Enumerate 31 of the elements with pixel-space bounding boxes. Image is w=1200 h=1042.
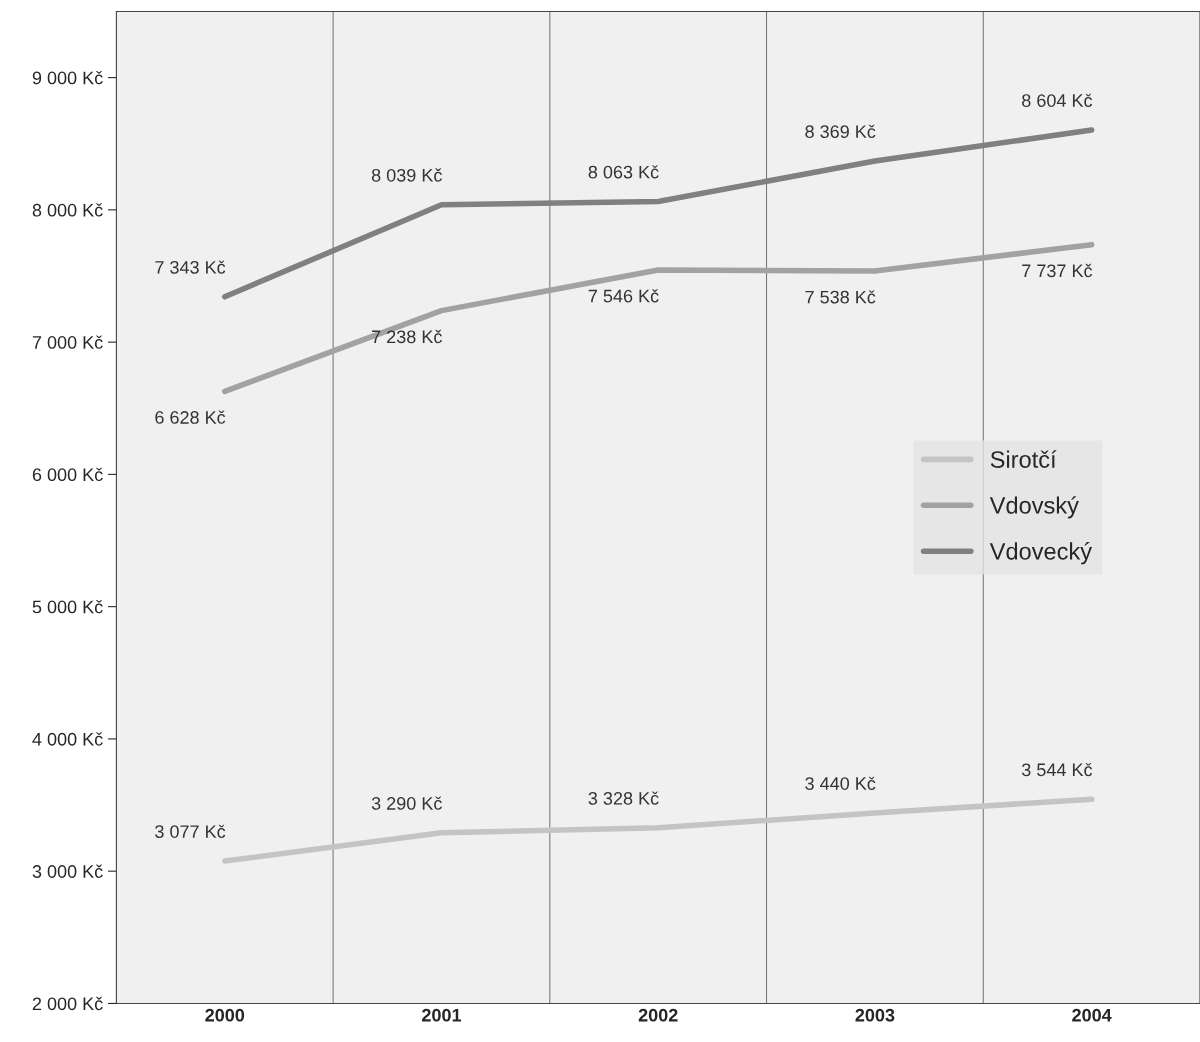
- data-label: 3 440 Kč: [805, 776, 876, 790]
- y-tick-label: 9 000 Kč: [32, 70, 103, 85]
- y-tick-label: 2 000 Kč: [32, 996, 103, 1011]
- data-label: 8 604 Kč: [1022, 93, 1093, 107]
- data-label: 7 737 Kč: [1022, 263, 1093, 278]
- y-tick-label: 4 000 Kč: [32, 732, 103, 746]
- x-tick-label: 2003: [855, 1008, 895, 1022]
- y-tick-label: 6 000 Kč: [32, 467, 103, 482]
- data-label: 3 077 Kč: [155, 824, 226, 838]
- data-label: 8 369 Kč: [805, 124, 876, 139]
- y-tick-label: 7 000 Kč: [32, 335, 103, 349]
- data-label: 7 343 Kč: [155, 260, 226, 274]
- data-label: 8 039 Kč: [371, 168, 442, 182]
- data-label: 3 290 Kč: [371, 796, 442, 810]
- data-label: 7 546 Kč: [588, 289, 659, 303]
- data-label: 3 328 Kč: [588, 791, 659, 805]
- data-label: 8 063 Kč: [588, 165, 659, 179]
- x-tick-label: 2002: [638, 1008, 678, 1022]
- data-label: 3 544 Kč: [1021, 762, 1093, 777]
- legend-label: Sirotčí: [990, 450, 1057, 468]
- data-label: 7 238 Kč: [372, 329, 442, 344]
- legend-label: Vdovecký: [989, 542, 1093, 565]
- data-label: 6 628 Kč: [155, 410, 226, 424]
- y-tick-label: 8 000 Kč: [32, 203, 103, 217]
- y-tick-label: 5 000 Kč: [32, 600, 103, 614]
- data-label: 7 538 Kč: [805, 290, 876, 304]
- x-tick-label: 2004: [1072, 1008, 1112, 1022]
- x-tick-label: 2000: [205, 1008, 245, 1022]
- y-tick-label: 3 000 Kč: [32, 864, 103, 878]
- legend-label: Vdovský: [989, 496, 1079, 519]
- x-tick-label: 2001: [422, 1008, 462, 1022]
